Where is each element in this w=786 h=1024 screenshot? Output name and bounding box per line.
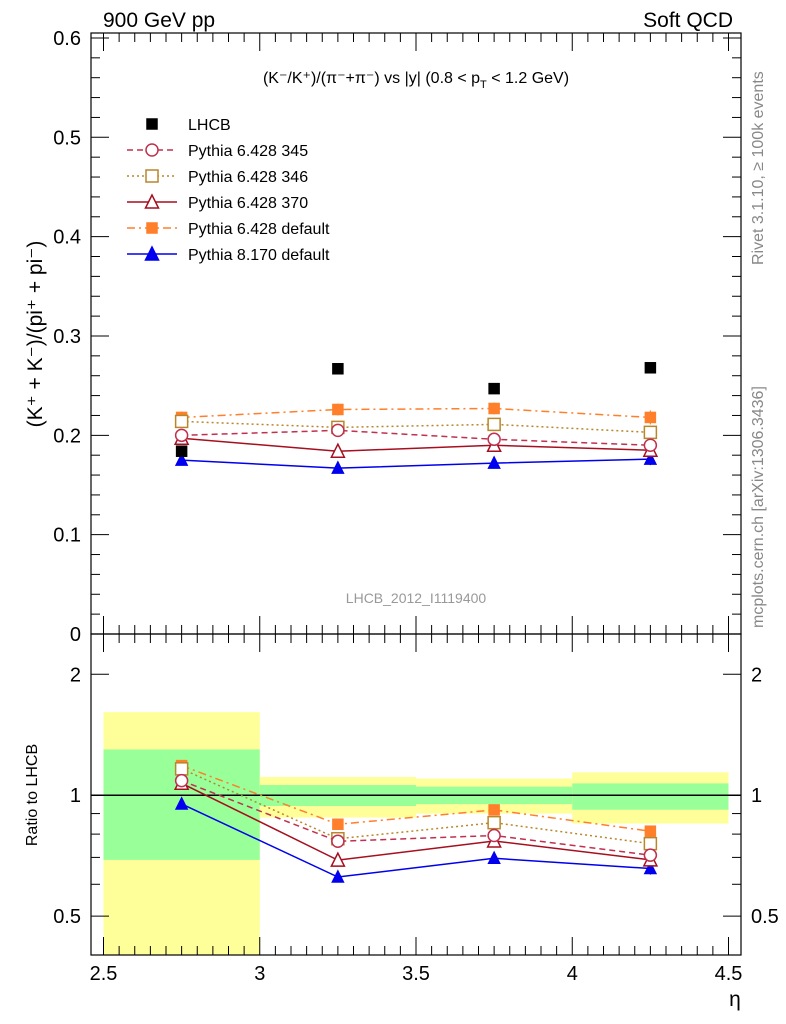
ratio-point-pythia-6-428-345 bbox=[487, 828, 501, 843]
main-point-pythia-8-170-default bbox=[331, 460, 345, 474]
ratio-y-tick-label: 0.5 bbox=[53, 906, 81, 928]
ratio-y-axis-label: Ratio to LHCB bbox=[24, 744, 41, 846]
ratio-point-pythia-6-428-345 bbox=[174, 773, 189, 788]
ratio-y-tick-label-right: 1 bbox=[751, 785, 762, 807]
main-line-pythia-6-428-346 bbox=[181, 420, 651, 434]
legend-marker-lhcb bbox=[146, 118, 158, 130]
main-point-lhcb bbox=[488, 382, 500, 395]
ratio-point-pythia-8-170-default bbox=[487, 850, 501, 865]
legend-label-lhcb: LHCB bbox=[188, 117, 231, 134]
x-tick-label: 4.5 bbox=[715, 963, 743, 985]
legend-label-pythia-6-428-346: Pythia 6.428 346 bbox=[188, 169, 308, 186]
main-point-pythia-6-428-346 bbox=[487, 417, 501, 432]
ratio-point-pythia-6-428-345 bbox=[331, 834, 345, 849]
main-line-pythia-6-428-default bbox=[181, 407, 651, 419]
ratio-point-pythia-6-428-370 bbox=[330, 851, 346, 867]
ratio-y-tick-label: 1 bbox=[70, 785, 81, 807]
y-tick-label: 0.4 bbox=[53, 227, 81, 249]
legend-marker-pythia-6-428-345 bbox=[145, 143, 159, 157]
legend-marker-pythia-6-428-346 bbox=[145, 169, 159, 183]
y-axis-label: (K⁺ + K⁻)/(pi⁺ + pi⁻) bbox=[24, 241, 47, 428]
ratio-y-tick-label: 2 bbox=[70, 664, 81, 686]
ratio-point-pythia-6-428-default bbox=[332, 818, 344, 831]
x-tick-label: 3 bbox=[254, 963, 265, 985]
ratio-y-tick-label-right: 2 bbox=[751, 664, 762, 686]
ratio-line-pythia-6-428-345 bbox=[181, 779, 651, 856]
ratio-point-pythia-6-428-default bbox=[488, 804, 500, 816]
legend-label-pythia-6-428-345: Pythia 6.428 345 bbox=[188, 143, 308, 160]
plot-title: (K⁻/K⁺)/(π⁻+π⁻) vs |y| (0.8 < pT < 1.2 G… bbox=[263, 70, 569, 91]
y-tick-label: 0 bbox=[70, 624, 81, 646]
legend-marker-pythia-6-428-370 bbox=[144, 193, 160, 209]
ratio-point-pythia-6-428-default bbox=[644, 825, 657, 837]
main-point-pythia-6-428-345 bbox=[331, 423, 345, 438]
rivet-label: Rivet 3.1.10, ≥ 100k events bbox=[750, 71, 767, 265]
mcplots-label: mcplots.cern.ch [arXiv:1306.3436] bbox=[750, 386, 767, 628]
header-right: Soft QCD bbox=[643, 9, 733, 32]
main-point-pythia-6-428-346 bbox=[174, 414, 189, 429]
main-point-pythia-6-428-default bbox=[488, 402, 500, 415]
y-tick-label: 0.5 bbox=[53, 127, 81, 149]
y-tick-label: 0.3 bbox=[53, 326, 81, 348]
legend-marker-pythia-8-170-default bbox=[144, 245, 160, 261]
main-point-pythia-6-428-default bbox=[332, 403, 344, 416]
y-tick-label: 0.2 bbox=[53, 425, 81, 447]
main-point-pythia-8-170-default bbox=[487, 455, 501, 469]
main-line-pythia-6-428-370 bbox=[181, 437, 651, 452]
ratio-point-pythia-8-170-default bbox=[643, 860, 658, 875]
main-point-pythia-6-428-345 bbox=[643, 438, 658, 453]
main-line-pythia-8-170-default bbox=[181, 458, 651, 469]
ratio-point-pythia-6-428-346 bbox=[174, 762, 189, 776]
main-line-pythia-6-428-345 bbox=[181, 429, 651, 447]
analysis-watermark: LHCB_2012_I1119400 bbox=[346, 590, 487, 606]
main-point-lhcb bbox=[175, 445, 188, 457]
ratio-line-pythia-6-428-346 bbox=[181, 768, 651, 845]
ratio-y-tick-label-right: 0.5 bbox=[751, 906, 779, 928]
header-left: 900 GeV pp bbox=[103, 9, 215, 32]
x-axis-label: η bbox=[729, 988, 741, 1011]
main-point-pythia-8-170-default bbox=[174, 452, 189, 466]
main-point-pythia-6-428-default bbox=[644, 411, 657, 424]
ratio-point-pythia-6-428-346 bbox=[643, 836, 658, 851]
main-point-pythia-6-428-346 bbox=[643, 425, 658, 440]
legend-label-pythia-8-170-default: Pythia 8.170 default bbox=[188, 247, 330, 264]
y-tick-label: 0.1 bbox=[53, 525, 81, 547]
main-point-pythia-6-428-370 bbox=[330, 442, 346, 458]
ratio-line-pythia-6-428-default bbox=[181, 764, 651, 832]
x-tick-label: 3.5 bbox=[402, 963, 430, 985]
main-point-pythia-8-170-default bbox=[643, 451, 658, 465]
ratio-point-pythia-6-428-346 bbox=[487, 815, 501, 830]
legend-marker-pythia-6-428-default bbox=[146, 222, 158, 234]
x-tick-label: 2.5 bbox=[90, 963, 118, 985]
ratio-point-pythia-8-170-default bbox=[331, 869, 345, 883]
legend-label-pythia-6-428-370: Pythia 6.428 370 bbox=[188, 195, 308, 212]
ratio-line-pythia-6-428-370 bbox=[181, 782, 651, 861]
legend-label-pythia-6-428-default: Pythia 6.428 default bbox=[188, 221, 330, 238]
main-point-pythia-6-428-345 bbox=[487, 432, 501, 447]
ratio-point-pythia-6-428-345 bbox=[643, 848, 658, 862]
y-tick-label: 0.6 bbox=[53, 28, 81, 50]
main-point-lhcb bbox=[332, 363, 344, 375]
x-tick-label: 4 bbox=[567, 963, 578, 985]
ratio-line-pythia-8-170-default bbox=[181, 803, 651, 878]
ratio-band-green bbox=[572, 783, 729, 810]
ratio-point-pythia-8-170-default bbox=[174, 796, 189, 810]
main-point-pythia-6-428-345 bbox=[174, 428, 189, 443]
main-point-lhcb bbox=[644, 362, 657, 374]
